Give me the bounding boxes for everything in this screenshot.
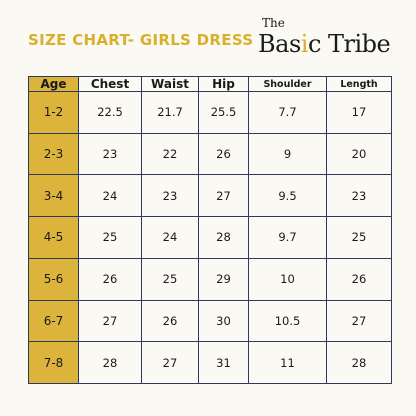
- cell-waist: 21.7: [141, 91, 199, 134]
- page-title: SIZE CHART- GIRLS DRESS: [28, 31, 254, 49]
- logo-the: The: [262, 16, 285, 30]
- cell-shoulder: 9: [248, 132, 327, 176]
- cell-age: 3-4: [28, 174, 79, 218]
- cell-chest: 26: [78, 257, 142, 301]
- table-row: 3-4 24 23 27 9.5 23: [28, 174, 392, 218]
- cell-length: 26: [326, 257, 392, 301]
- cell-hip: 29: [198, 257, 249, 301]
- header-age: Age: [28, 76, 79, 92]
- cell-length: 17: [326, 91, 392, 134]
- cell-chest: 27: [78, 299, 142, 343]
- cell-length: 28: [326, 341, 392, 384]
- cell-age: 6-7: [28, 299, 79, 343]
- cell-waist: 27: [141, 341, 199, 384]
- cell-shoulder: 10.5: [248, 299, 327, 343]
- cell-shoulder: 7.7: [248, 91, 327, 134]
- cell-hip: 30: [198, 299, 249, 343]
- header-waist: Waist: [141, 76, 199, 92]
- table-row: 4-5 25 24 28 9.7 25: [28, 216, 392, 259]
- cell-age: 7-8: [28, 341, 79, 384]
- cell-hip: 27: [198, 174, 249, 218]
- cell-hip: 28: [198, 216, 249, 259]
- cell-length: 25: [326, 216, 392, 259]
- logo-brand-part2: c Tribe: [307, 30, 391, 58]
- cell-age: 2-3: [28, 132, 79, 176]
- cell-length: 23: [326, 174, 392, 218]
- header-hip: Hip: [198, 76, 249, 92]
- table-row: 1-2 22.5 21.7 25.5 7.7 17: [28, 91, 392, 134]
- logo-brand-accent: i: [300, 30, 309, 58]
- cell-chest: 23: [78, 132, 142, 176]
- cell-waist: 26: [141, 299, 199, 343]
- table-row: 7-8 28 27 31 11 28: [28, 341, 392, 384]
- cell-chest: 28: [78, 341, 142, 384]
- header-shoulder: Shoulder: [248, 76, 327, 92]
- cell-age: 5-6: [28, 257, 79, 301]
- cell-waist: 25: [141, 257, 199, 301]
- table-row: 5-6 26 25 29 10 26: [28, 257, 392, 301]
- cell-length: 20: [326, 132, 392, 176]
- cell-age: 4-5: [28, 216, 79, 259]
- logo-brand: Basic Tribe: [258, 30, 391, 58]
- header-chest: Chest: [78, 76, 142, 92]
- size-chart-table: Age Chest Waist Hip Shoulder Length 1-2 2…: [28, 76, 392, 384]
- cell-waist: 24: [141, 216, 199, 259]
- cell-shoulder: 9.7: [248, 216, 327, 259]
- cell-chest: 22.5: [78, 91, 142, 134]
- table-row: 6-7 27 26 30 10.5 27: [28, 299, 392, 343]
- header-length: Length: [326, 76, 392, 92]
- cell-age: 1-2: [28, 91, 79, 134]
- cell-chest: 24: [78, 174, 142, 218]
- table-row: 2-3 23 22 26 9 20: [28, 132, 392, 176]
- cell-shoulder: 9.5: [248, 174, 327, 218]
- table-body: 1-2 22.5 21.7 25.5 7.7 17 2-3 23 22 26 9 20 3-4 24 23 2…: [28, 91, 392, 384]
- cell-hip: 31: [198, 341, 249, 384]
- cell-hip: 26: [198, 132, 249, 176]
- cell-length: 27: [326, 299, 392, 343]
- cell-waist: 23: [141, 174, 199, 218]
- brand-logo: The Basic Tribe: [258, 14, 398, 60]
- cell-shoulder: 10: [248, 257, 327, 301]
- logo-brand-part1: Bas: [258, 30, 301, 58]
- cell-shoulder: 11: [248, 341, 327, 384]
- cell-hip: 25.5: [198, 91, 249, 134]
- cell-chest: 25: [78, 216, 142, 259]
- header-row: Age Chest Waist Hip Shoulder Length: [28, 76, 392, 92]
- cell-waist: 22: [141, 132, 199, 176]
